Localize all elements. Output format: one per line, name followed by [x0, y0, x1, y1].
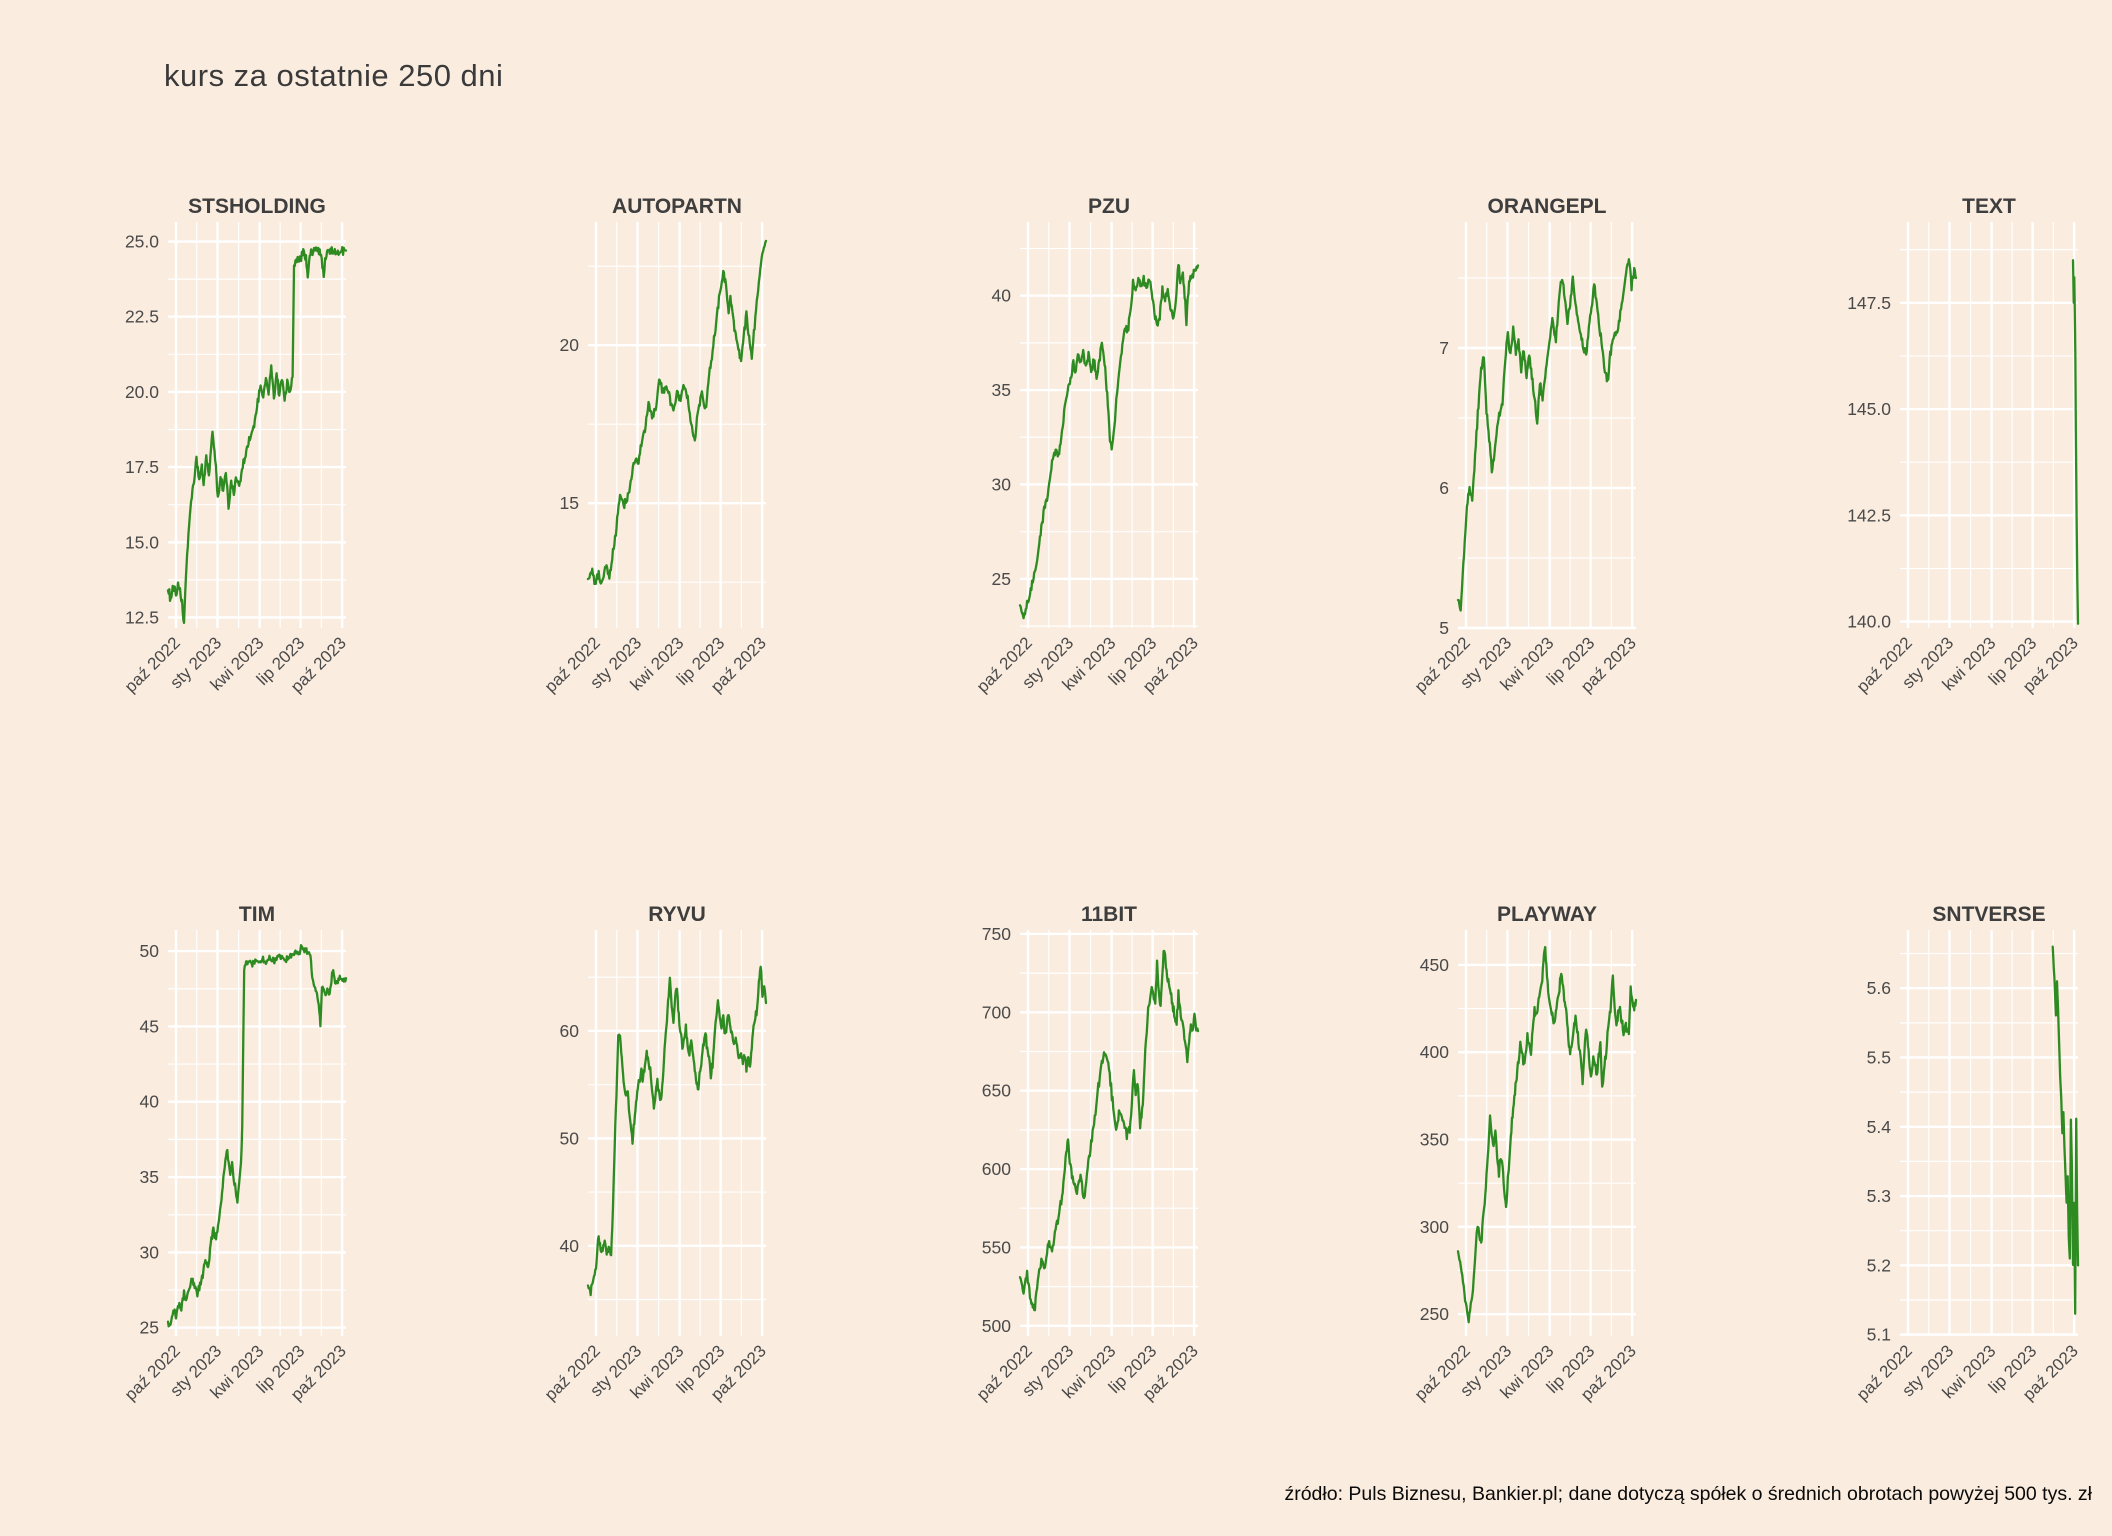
chart-panel-pzu: 25 30 35 40 paź 2022 sty 2023 kwi 2023 lip 2023…	[844, 186, 1266, 731]
y-axis-tick-label: 15.0	[125, 532, 159, 552]
y-axis-tick-label: 750	[982, 924, 1011, 944]
price-line	[1018, 949, 1200, 1312]
y-axis-tick-label: 5.3	[1867, 1186, 1891, 1206]
y-axis-tick-label: 250	[1420, 1304, 1449, 1324]
chart-panel-playway: 250 300 350 400 450 paź 2022 sty 2023 kwi 2023 l…	[1266, 894, 1688, 1439]
y-axis-tick-label: 60	[560, 1021, 580, 1041]
y-axis-tick-label: 5	[1439, 618, 1449, 638]
chart-panel-text: 140.0 142.5 145.0 147.5 paź 2022 sty 2023 kwi …	[1688, 186, 2110, 731]
y-axis-tick-label: 600	[982, 1159, 1011, 1179]
y-axis-tick-label: 35	[140, 1167, 159, 1187]
chart-panel-stsholding: 12.5 15.0 17.5 20.0 22.5 25.0 paź 2022 sty 2023…	[0, 186, 422, 731]
charts-grid: 12.5 15.0 17.5 20.0 22.5 25.0 paź 2022 sty 2023…	[0, 186, 2110, 1439]
price-line	[1456, 258, 1638, 612]
y-axis-tick-label: 40	[992, 286, 1012, 306]
y-axis-tick-label: 350	[1420, 1130, 1449, 1150]
y-axis-tick-label: 147.5	[1847, 293, 1891, 313]
price-line	[2071, 259, 2080, 625]
y-axis-tick-label: 30	[992, 474, 1012, 494]
y-axis-tick-label: 500	[982, 1316, 1011, 1336]
y-axis-tick-label: 142.5	[1847, 505, 1891, 525]
y-axis-tick-label: 40	[560, 1236, 580, 1256]
price-line	[586, 965, 768, 1297]
price-line	[586, 239, 768, 586]
price-line	[166, 944, 348, 1328]
y-axis-tick-label: 5.1	[1867, 1325, 1891, 1345]
chart-title: SNTVERSE	[1932, 903, 2045, 926]
y-axis-tick-label: 22.5	[125, 307, 159, 327]
y-axis-tick-label: 6	[1439, 478, 1449, 498]
chart-title: TEXT	[1962, 195, 2016, 218]
chart-title: AUTOPARTN	[612, 195, 742, 218]
page-title: kurs za ostatnie 250 dni	[164, 58, 504, 93]
y-axis-tick-label: 25	[992, 569, 1011, 589]
y-axis-tick-label: 400	[1420, 1042, 1449, 1062]
y-axis-tick-label: 140.0	[1847, 612, 1891, 632]
chart-title: STSHOLDING	[188, 195, 326, 218]
chart-title: ORANGEPL	[1487, 195, 1606, 218]
y-axis-tick-label: 5.6	[1867, 978, 1891, 998]
y-axis-tick-label: 12.5	[125, 607, 159, 627]
chart-panel-autopartn: 15 20 paź 2022 sty 2023 kwi 2023 lip 2023 paź …	[422, 186, 844, 731]
y-axis-tick-label: 5.4	[1867, 1117, 1892, 1137]
chart-panel-orangepl: 5 6 7 paź 2022 sty 2023 kwi 2023 lip 2023 paź 2…	[1266, 186, 1688, 731]
y-axis-tick-label: 17.5	[125, 457, 159, 477]
chart-title: RYVU	[648, 903, 706, 926]
y-axis-tick-label: 700	[982, 1002, 1011, 1022]
y-axis-tick-label: 25	[140, 1318, 159, 1338]
y-axis-tick-label: 7	[1439, 338, 1449, 358]
y-axis-tick-label: 35	[992, 380, 1011, 400]
chart-title: TIM	[239, 903, 275, 926]
chart-panel-tim: 25 30 35 40 45 50 paź 2022 sty 2023 kwi 2023 lip …	[0, 894, 422, 1439]
chart-title: PLAYWAY	[1497, 903, 1597, 926]
y-axis-tick-label: 20.0	[125, 382, 159, 402]
y-axis-tick-label: 300	[1420, 1217, 1449, 1237]
chart-panel-11bit: 500 550 600 650 700 750 paź 2022 sty 2023 kwi 20…	[844, 894, 1266, 1439]
y-axis-tick-label: 15	[560, 493, 579, 513]
price-line	[1018, 263, 1200, 620]
y-axis-tick-label: 40	[140, 1092, 160, 1112]
y-axis-tick-label: 450	[1420, 955, 1449, 975]
y-axis-tick-label: 50	[140, 941, 160, 961]
y-axis-tick-label: 45	[140, 1016, 159, 1036]
y-axis-tick-label: 145.0	[1847, 399, 1891, 419]
y-axis-tick-label: 5.2	[1867, 1255, 1891, 1275]
chart-panel-sntverse: 5.1 5.2 5.3 5.4 5.5 5.6 paź 2022 sty 2023 kwi 20…	[1688, 894, 2110, 1439]
y-axis-tick-label: 20	[560, 335, 580, 355]
y-axis-tick-label: 650	[982, 1081, 1011, 1101]
chart-title: PZU	[1088, 195, 1130, 218]
y-axis-tick-label: 5.5	[1867, 1047, 1891, 1067]
price-line	[166, 245, 348, 624]
y-axis-tick-label: 550	[982, 1237, 1011, 1257]
chart-panel-ryvu: 40 50 60 paź 2022 sty 2023 kwi 2023 lip 2023 pa…	[422, 894, 844, 1439]
chart-title: 11BIT	[1081, 903, 1137, 926]
source-note: źródło: Puls Biznesu, Bankier.pl; dane d…	[1284, 1483, 2092, 1505]
price-line	[2051, 945, 2080, 1315]
y-axis-tick-label: 25.0	[125, 232, 159, 252]
y-axis-tick-label: 30	[140, 1242, 160, 1262]
y-axis-tick-label: 50	[560, 1128, 580, 1148]
price-line	[1456, 945, 1638, 1324]
